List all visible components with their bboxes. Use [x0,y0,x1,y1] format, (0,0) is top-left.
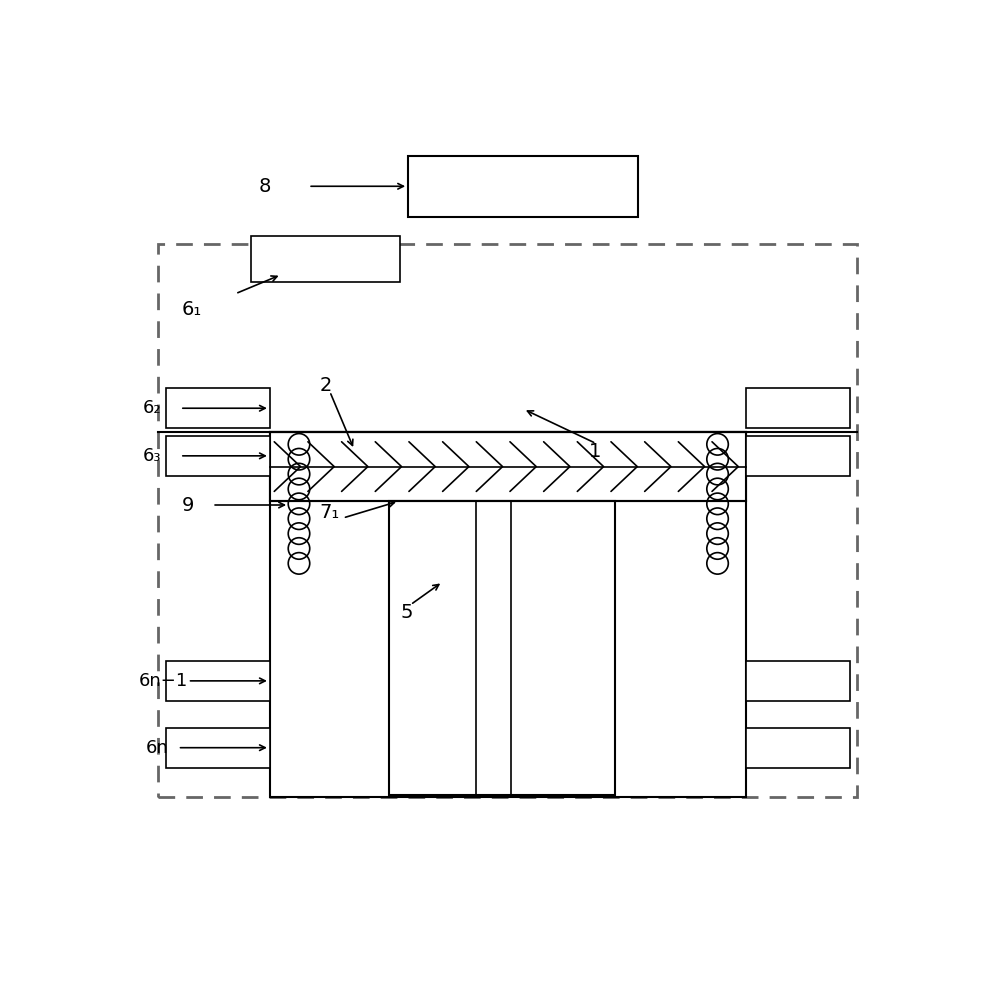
Text: 6₁: 6₁ [181,300,202,319]
Bar [270,432,746,797]
Bar [251,236,400,282]
Text: 9: 9 [181,496,194,515]
Text: 5: 5 [400,603,413,622]
Bar [746,661,849,701]
Bar [166,388,270,428]
Text: 6n−1: 6n−1 [139,672,188,690]
Bar [746,388,849,428]
Text: 2: 2 [320,376,332,395]
Text: 6n: 6n [146,739,168,757]
Bar [166,661,270,701]
Bar [388,501,615,795]
Bar [166,728,270,768]
Bar [166,436,270,476]
Text: 6₃: 6₃ [143,447,162,465]
Bar [270,432,746,501]
Bar [746,436,849,476]
Bar [746,728,849,768]
Text: 1: 1 [589,442,601,461]
Text: 7₁: 7₁ [320,503,340,522]
Bar [159,244,857,797]
Bar [408,156,638,217]
Text: 8: 8 [259,177,271,196]
Text: 6₂: 6₂ [143,399,162,417]
